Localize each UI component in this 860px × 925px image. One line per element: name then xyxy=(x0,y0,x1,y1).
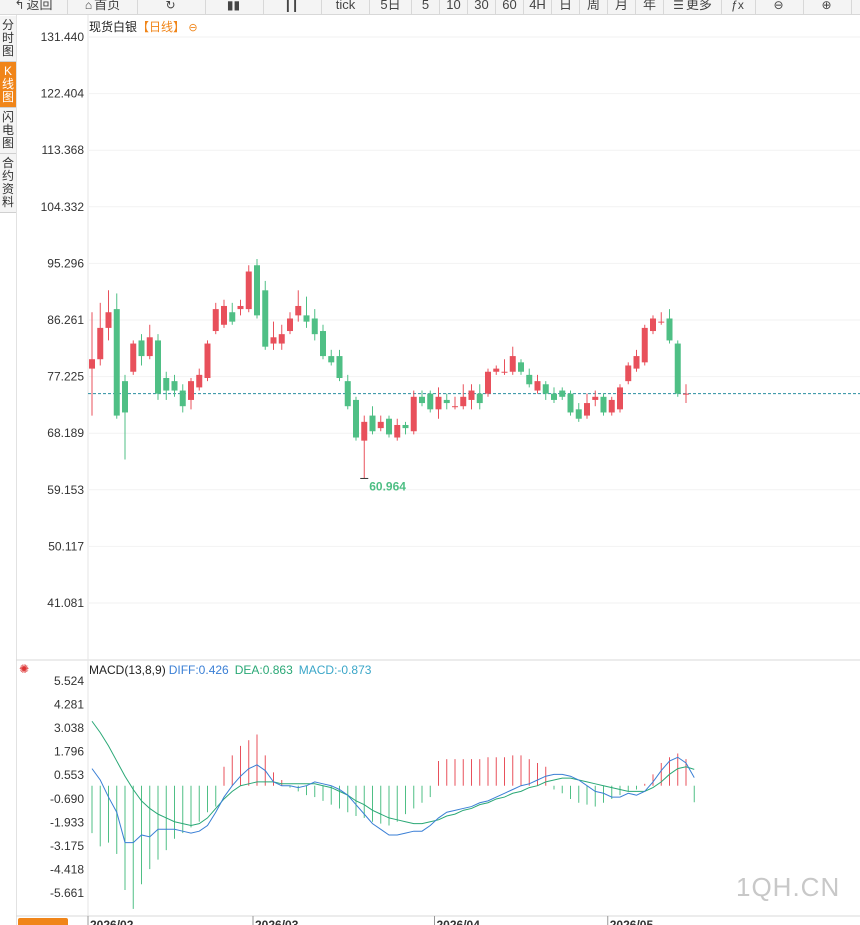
toolbar-button-15[interactable]: 年 xyxy=(636,0,664,14)
refresh-icon: ↻ xyxy=(165,0,176,12)
chart-title-text: 现货白银 xyxy=(89,20,138,34)
toolbar-button-1[interactable]: ⌂ 首页 xyxy=(68,0,138,14)
toolbar-button-12[interactable]: 日 xyxy=(552,0,580,14)
toolbar-label: 10 xyxy=(446,0,461,12)
macd-legend: MACD(13,8,9) DIFF:0.426 DEA:0.863 MACD:-0.8… xyxy=(89,663,377,677)
toolbar-button-10[interactable]: 60 xyxy=(496,0,524,14)
side-tab-3[interactable]: 合约资料 xyxy=(0,154,16,213)
toolbar-button-11[interactable]: 4H xyxy=(524,0,552,14)
toolbar-button-9[interactable]: 30 xyxy=(468,0,496,14)
toolbar-label: 60 xyxy=(502,0,517,12)
side-tab-2[interactable]: 闪电图 xyxy=(0,108,16,154)
toolbar-button-18[interactable]: ⊖ xyxy=(756,0,804,14)
candle-chart-icon: ┃┃ xyxy=(284,0,299,12)
toolbar-label: 5 xyxy=(421,0,430,12)
toolbar-label: 月 xyxy=(614,0,628,12)
period-tag: 【日线】 xyxy=(137,20,186,34)
dea-legend: DEA:0.863 xyxy=(234,663,293,677)
diff-legend: DIFF:0.426 xyxy=(168,663,229,677)
toolbar-label: 5日 xyxy=(380,0,401,12)
back-arrow-icon: ↰ xyxy=(14,0,25,12)
toolbar-button-5[interactable]: tick xyxy=(322,0,370,14)
toolbar-button-7[interactable]: 5 xyxy=(412,0,440,14)
bottom-period-tab[interactable] xyxy=(18,918,68,925)
toolbar-button-4[interactable]: ┃┃ xyxy=(264,0,322,14)
toolbar-label: 更多 xyxy=(685,0,712,12)
toolbar-button-2[interactable]: ↻ xyxy=(138,0,206,14)
toolbar-label: 日 xyxy=(558,0,572,12)
toolbar-label: 返回 xyxy=(26,0,53,12)
menu-icon: ☰ xyxy=(673,0,684,12)
home-icon: ⌂ xyxy=(84,0,93,12)
function-icon: ƒx xyxy=(731,0,744,12)
watermark: 1QH.CN xyxy=(736,872,841,902)
toolbar-button-3[interactable]: ▮▮ xyxy=(206,0,264,14)
chart-title: 现货白银【日线】 ⊖ xyxy=(89,18,198,35)
macd-legend-value: MACD:-0.873 xyxy=(298,663,372,677)
bar-chart-icon: ▮▮ xyxy=(226,0,241,12)
toolbar-label: tick xyxy=(335,0,356,12)
macd-name: MACD(13,8,9) xyxy=(89,663,166,677)
toolbar-button-13[interactable]: 周 xyxy=(580,0,608,14)
toolbar-button-19[interactable]: ⊕ xyxy=(804,0,852,14)
circle-minus-icon[interactable]: ⊖ xyxy=(188,22,198,34)
toolbar-label: 周 xyxy=(586,0,600,12)
gear-icon[interactable]: ✺ xyxy=(19,662,30,676)
zoom-out-icon: ⊖ xyxy=(773,0,784,12)
zoom-in-icon: ⊕ xyxy=(821,0,832,12)
toolbar-label: 年 xyxy=(642,0,656,12)
toolbar-label: 4H xyxy=(529,0,546,12)
side-tab-1[interactable]: K线图 xyxy=(0,62,16,108)
toolbar-label: 30 xyxy=(474,0,489,12)
toolbar-button-6[interactable]: 5日 xyxy=(370,0,412,14)
toolbar-button-14[interactable]: 月 xyxy=(608,0,636,14)
toolbar-button-20[interactable]: ▲ xyxy=(852,0,860,14)
side-tabs: 分时图 K线图 闪电图 合约资料 xyxy=(0,16,16,213)
plot-area xyxy=(16,15,860,925)
side-tab-0[interactable]: 分时图 xyxy=(0,16,16,62)
toolbar-label: 首页 xyxy=(94,0,121,12)
toolbar-button-16[interactable]: ☰ 更多 xyxy=(664,0,722,14)
toolbar-button-17[interactable]: ƒx xyxy=(722,0,756,14)
toolbar-button-8[interactable]: 10 xyxy=(440,0,468,14)
toolbar-button-0[interactable]: ↰ 返回 xyxy=(0,0,68,14)
